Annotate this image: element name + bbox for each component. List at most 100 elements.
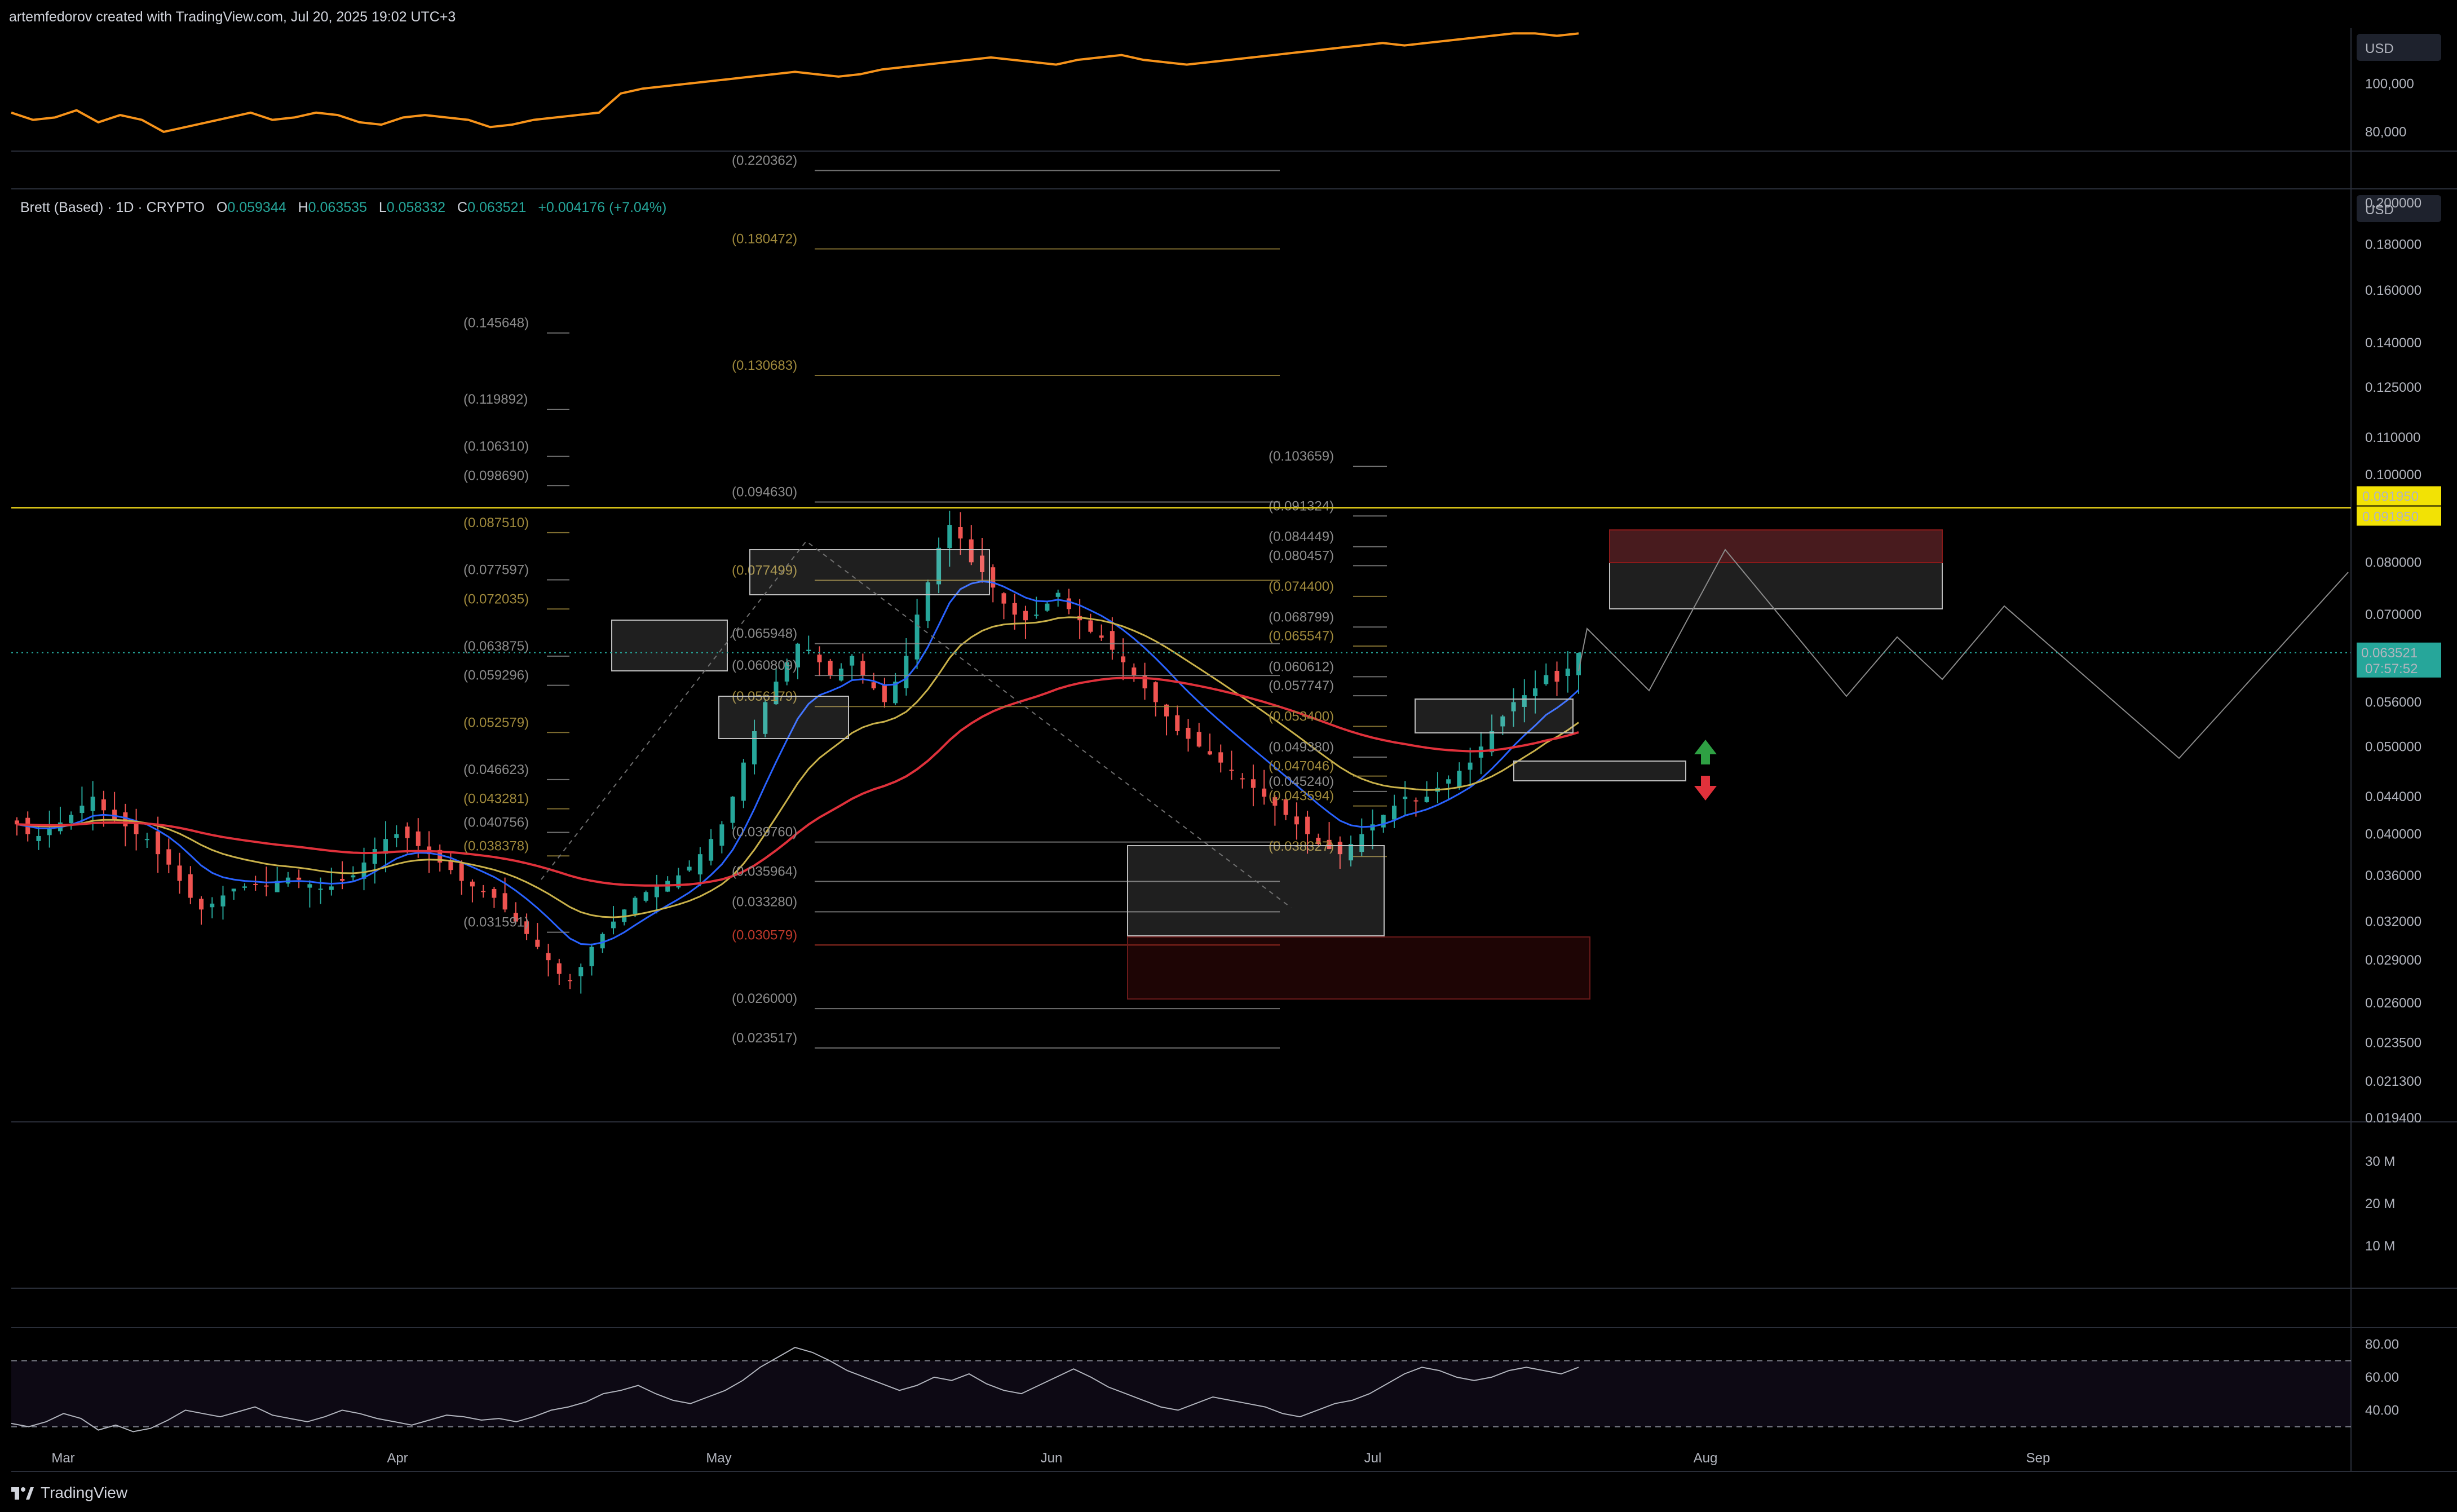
candle-body <box>253 883 258 885</box>
candle-body <box>752 731 757 764</box>
price-y-tick: 0.050000 <box>2365 739 2421 754</box>
price-y-tick: 0.023500 <box>2365 1035 2421 1050</box>
candle-body <box>1110 631 1115 650</box>
candle-body <box>112 810 117 820</box>
candle-body <box>796 643 800 667</box>
fib-mid-label: (0.030579) <box>732 927 797 943</box>
candle-body <box>101 799 106 811</box>
price-y-tick: 0.160000 <box>2365 283 2421 298</box>
candle-body <box>264 885 269 887</box>
candle-body <box>1142 675 1147 689</box>
ema-mid-line <box>16 616 1579 918</box>
fib-left-label: (0.040756) <box>463 815 529 830</box>
x-axis-tick: May <box>706 1451 731 1466</box>
fib-right-label: (0.068799) <box>1269 609 1334 625</box>
candle-body <box>199 899 204 910</box>
candle-body <box>556 963 562 974</box>
symbol-name[interactable]: Brett (Based) · 1D · CRYPTO <box>20 200 205 215</box>
candle-body <box>1337 841 1342 855</box>
x-axis-tick: Jun <box>1041 1451 1063 1466</box>
x-axis-tick: Jul <box>1364 1451 1382 1466</box>
price-currency-box <box>2357 195 2441 222</box>
candle-body <box>1413 800 1418 802</box>
candle-body <box>1066 598 1071 609</box>
candle-body <box>307 884 312 888</box>
ema-slow-line <box>16 677 1579 887</box>
low-label: L <box>378 200 387 215</box>
zone-box <box>718 696 849 739</box>
change-value: +0.004176 (+7.04%) <box>538 200 667 215</box>
brand-name: TradingView <box>41 1484 128 1501</box>
candle-body <box>925 582 930 621</box>
fib-mid-label: (0.060809) <box>732 658 797 673</box>
candle-body <box>1240 778 1245 780</box>
candle-body <box>850 656 855 666</box>
fib-left-label: (0.106310) <box>463 439 529 454</box>
candle-body <box>275 881 280 892</box>
rsi-y-tick: 40.00 <box>2365 1403 2399 1418</box>
candle-body <box>1175 715 1180 731</box>
green-up-arrow-icon <box>1694 740 1717 764</box>
candle-body <box>1218 752 1223 763</box>
price-y-tick: 0.110000 <box>2365 430 2420 445</box>
fib-left-label: (0.038378) <box>463 838 529 854</box>
candle-body <box>1316 837 1321 845</box>
fib-mid-label: (0.026000) <box>732 991 797 1006</box>
fib-right-label: (0.065547) <box>1269 629 1334 644</box>
candle-body <box>1012 603 1017 615</box>
candle-body <box>1327 839 1332 850</box>
candle-body <box>589 947 594 966</box>
candle-body <box>1207 751 1212 755</box>
fib-left-label: (0.098690) <box>463 468 529 483</box>
candle-body <box>1045 603 1050 611</box>
candle-body <box>578 967 584 976</box>
compare-y-tick: 100,000 <box>2365 77 2414 92</box>
candle-body <box>654 886 659 898</box>
candle-body <box>893 682 898 704</box>
symbol-legend[interactable]: Brett (Based) · 1D · CRYPTO O0.059344 H0… <box>20 197 666 218</box>
zone-box <box>1415 698 1574 733</box>
compare-series-line <box>11 32 1579 134</box>
price-y-tick: 0.026000 <box>2365 996 2421 1011</box>
fib-right-label: (0.053400) <box>1269 709 1334 724</box>
candle-body <box>1457 771 1462 787</box>
candle-body <box>210 903 215 908</box>
last-price-tag <box>2357 642 2441 678</box>
fib-left-label: (0.059296) <box>463 668 529 683</box>
candle-body <box>1250 779 1256 788</box>
price-y-tick: 0.070000 <box>2365 607 2421 622</box>
candle-body <box>806 649 811 652</box>
price-y-tick: 0.029000 <box>2365 953 2421 968</box>
price-y-tick: 0.100000 <box>2365 467 2421 483</box>
candle-body <box>1565 668 1570 677</box>
candle-body <box>947 525 952 549</box>
tradingview-brand[interactable]: TradingView <box>11 1480 127 1505</box>
zone-box <box>1127 845 1385 936</box>
candle-body <box>709 839 714 861</box>
candle-body <box>1576 653 1581 675</box>
fib-right-label: (0.074400) <box>1269 579 1334 594</box>
candle-body <box>1153 682 1158 702</box>
fib-mid-label: (0.035964) <box>732 864 797 879</box>
candle-body <box>351 875 356 878</box>
candle-body <box>611 921 616 929</box>
candle-body <box>220 895 226 907</box>
candle-body <box>524 921 529 934</box>
candle-body <box>69 815 74 824</box>
last-price-label: 0.063521 <box>2361 646 2418 661</box>
candle-body <box>828 661 833 675</box>
volume-y-tick: 30 M <box>2365 1154 2395 1169</box>
candle-body <box>1533 688 1538 696</box>
candle-body <box>438 850 443 863</box>
candle-body <box>730 797 735 823</box>
candle-body <box>448 861 453 870</box>
rsi-y-tick: 60.00 <box>2365 1370 2399 1385</box>
fib-mid-label: (0.220362) <box>732 153 797 169</box>
fib-mid-label: (0.039760) <box>732 825 797 840</box>
candle-body <box>481 891 486 892</box>
candle-body <box>1099 635 1104 638</box>
fib-left-label: (0.046623) <box>463 762 529 777</box>
x-axis-tick: Apr <box>387 1451 408 1466</box>
candle-body <box>860 661 865 675</box>
